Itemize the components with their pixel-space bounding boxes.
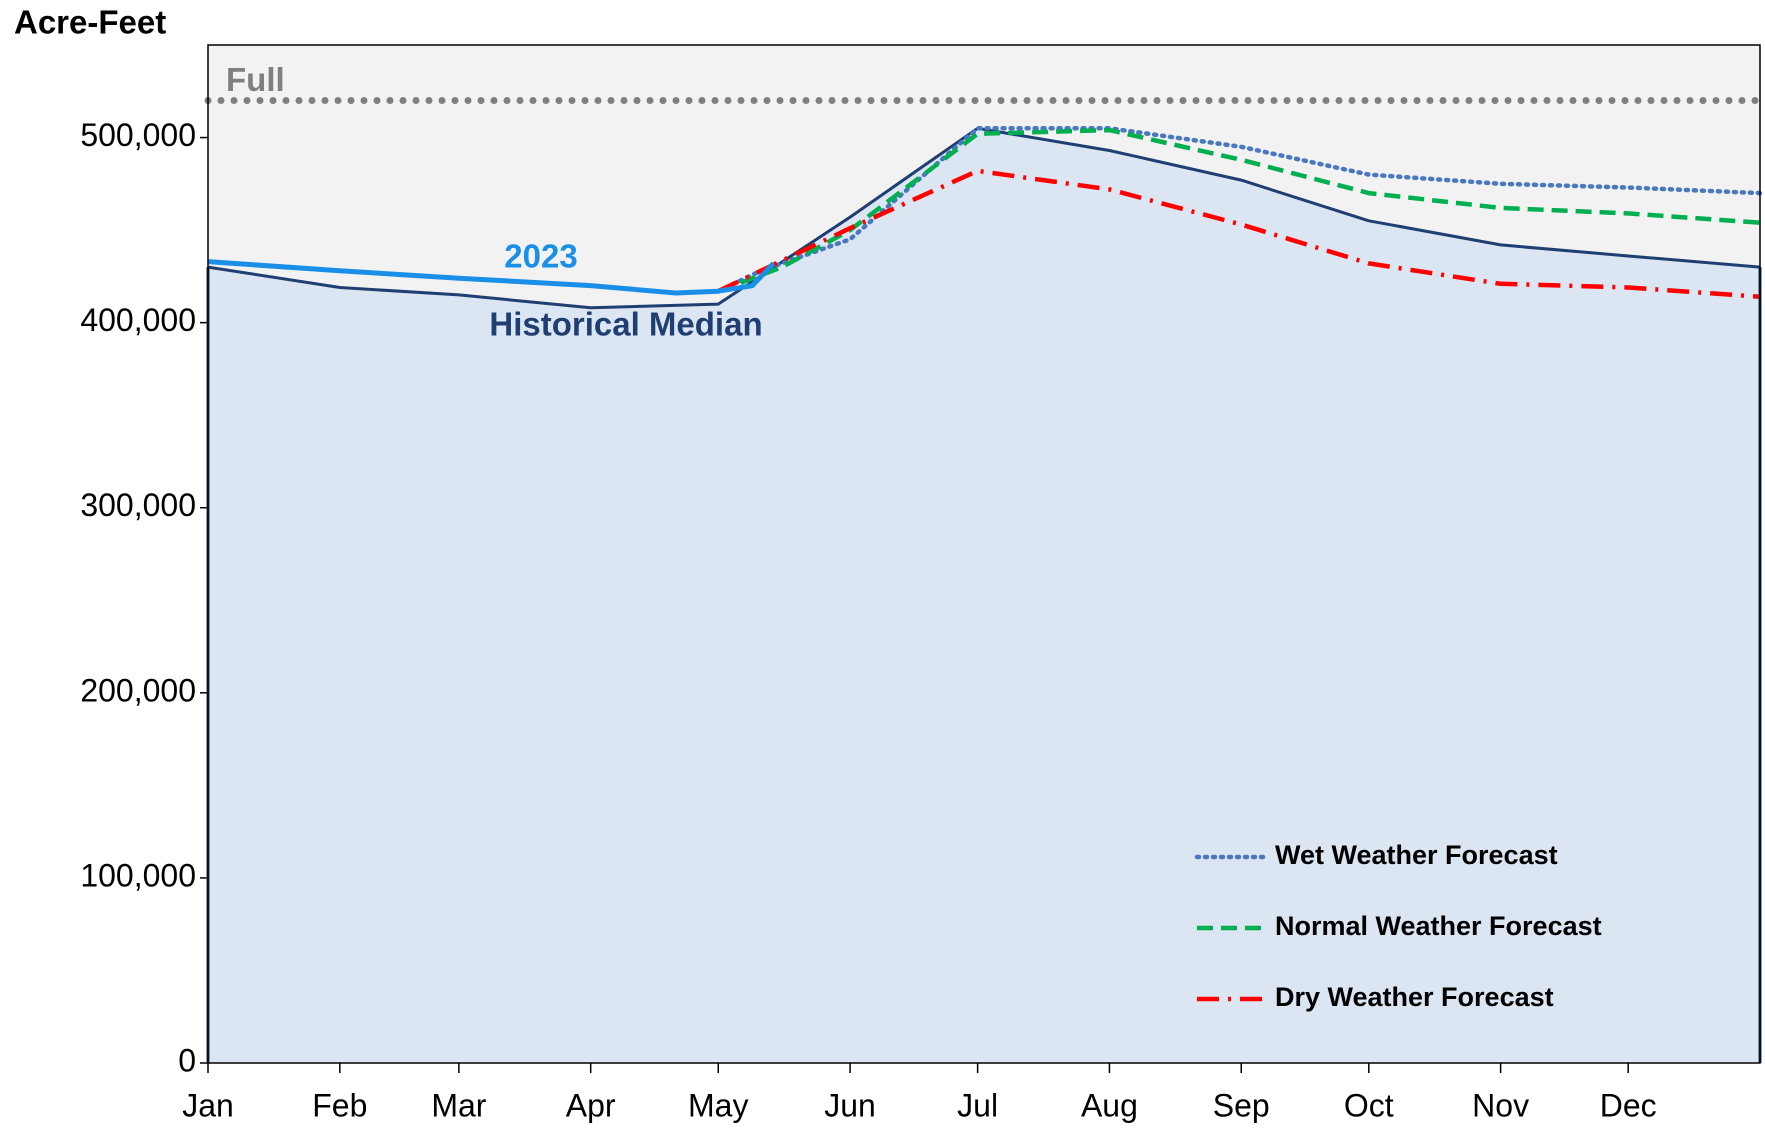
- x-tick-label: Nov: [1472, 1087, 1529, 1123]
- x-tick-label: Jul: [957, 1087, 998, 1123]
- x-tick-label: Jan: [182, 1087, 234, 1123]
- y-tick-label: 100,000: [80, 857, 196, 893]
- x-tick-label: Aug: [1081, 1087, 1138, 1123]
- x-tick-label: Jun: [824, 1087, 876, 1123]
- x-tick-label: Mar: [431, 1087, 486, 1123]
- y-axis-label: Acre-Feet: [14, 4, 166, 41]
- legend-label: Dry Weather Forecast: [1275, 982, 1554, 1012]
- y-tick-label: 0: [178, 1042, 196, 1078]
- y-tick-label: 500,000: [80, 117, 196, 153]
- legend-label: Normal Weather Forecast: [1275, 911, 1602, 941]
- x-tick-label: Dec: [1600, 1087, 1657, 1123]
- series-line: [207, 259, 776, 296]
- series-line: [715, 126, 1763, 294]
- series-line: [717, 127, 1761, 294]
- x-tick-label: Apr: [566, 1087, 616, 1123]
- y-tick-label: 300,000: [80, 487, 196, 523]
- legend-label: Wet Weather Forecast: [1275, 840, 1558, 870]
- series-annotation: Historical Median: [489, 306, 762, 343]
- area: [208, 128, 1760, 1064]
- x-tick-label: Sep: [1213, 1087, 1270, 1123]
- y-tick-label: 400,000: [80, 302, 196, 338]
- reference-label: Full: [226, 61, 285, 98]
- series-line: [717, 168, 1761, 299]
- series-annotation: 2023: [504, 238, 577, 275]
- y-tick-label: 200,000: [80, 672, 196, 708]
- plot-frame: [207, 44, 1761, 1064]
- x-tick-label: May: [688, 1087, 748, 1123]
- x-tick-label: Feb: [312, 1087, 367, 1123]
- x-tick-label: Oct: [1344, 1087, 1394, 1123]
